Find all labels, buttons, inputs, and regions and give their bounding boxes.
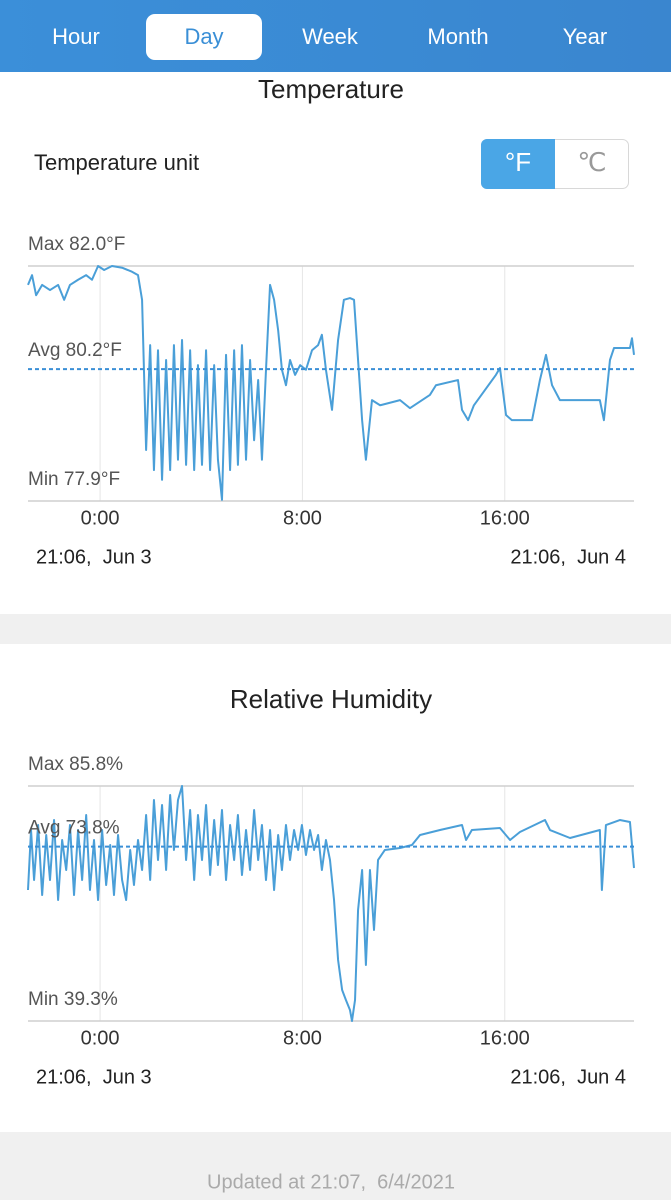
- range-start: 21:06, Jun 3: [36, 546, 152, 568]
- tab-selected-bg: [146, 14, 262, 60]
- x-tick-label: 8:00: [283, 1027, 322, 1049]
- y-tick-label: Min 39.3%: [28, 989, 118, 1010]
- updated-text: Updated at 21:07, 6/4/2021: [207, 1171, 455, 1193]
- footer-bar: [0, 1132, 671, 1200]
- section-separator: [0, 614, 671, 644]
- data-line: [27, 265, 635, 501]
- range-end: 21:06, Jun 4: [510, 546, 626, 568]
- tab-bar: [0, 0, 671, 72]
- x-tick-label: 16:00: [480, 1027, 530, 1049]
- data-line: [27, 785, 635, 1022]
- x-tick-label: 0:00: [81, 1027, 120, 1049]
- y-tick-label: Max 85.8%: [28, 754, 123, 775]
- chart-title: Temperature: [258, 74, 404, 104]
- x-tick-label: 8:00: [283, 507, 322, 529]
- x-tick-label: 16:00: [480, 507, 530, 529]
- tab[interactable]: Week: [302, 24, 359, 49]
- unit-toggle: °F ℃: [481, 139, 629, 189]
- toggle-option[interactable]: ℃: [577, 147, 606, 177]
- range-end: 21:06, Jun 4: [510, 1066, 626, 1088]
- toggle-selected-bg: [481, 139, 555, 189]
- tab[interactable]: Month: [427, 24, 488, 49]
- unit-label: Temperature unit: [34, 150, 199, 175]
- tab[interactable]: Hour: [52, 24, 100, 49]
- y-tick-label: Min 77.9°F: [28, 469, 120, 490]
- tabs: Hour Day Week Month Year: [52, 14, 607, 60]
- tab[interactable]: Year: [563, 24, 607, 49]
- average-label: Avg 80.2°F: [28, 340, 122, 361]
- x-tick-label: 0:00: [81, 507, 120, 529]
- y-tick-label: Max 82.0°F: [28, 234, 125, 255]
- average-label: Avg 73.8%: [28, 818, 120, 839]
- range-start: 21:06, Jun 3: [36, 1066, 152, 1088]
- tab[interactable]: Day: [184, 24, 223, 49]
- toggle-option[interactable]: °F: [505, 147, 531, 177]
- chart-title: Relative Humidity: [230, 684, 432, 714]
